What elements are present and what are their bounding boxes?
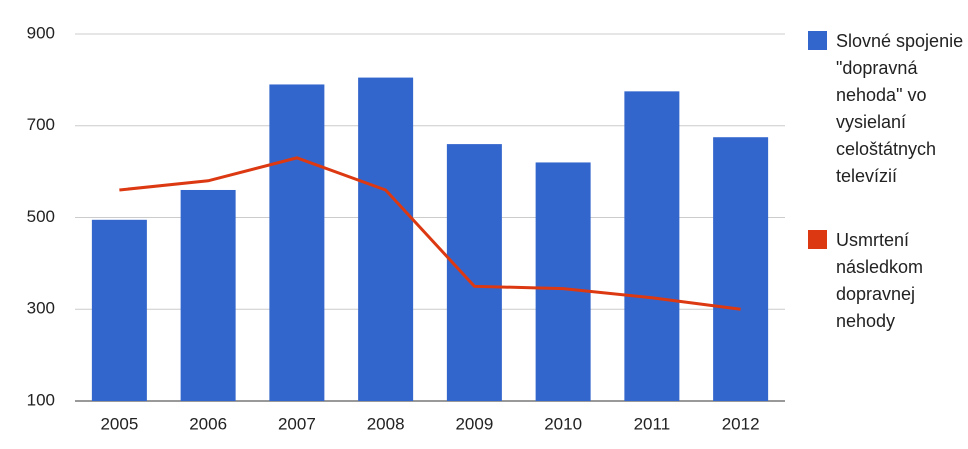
y-tick-label: 300 — [27, 299, 55, 318]
y-tick-label: 700 — [27, 115, 55, 134]
x-tick-label: 2006 — [189, 414, 227, 433]
bar — [269, 84, 325, 402]
bar — [446, 144, 502, 401]
x-tick-label: 2010 — [544, 414, 582, 433]
bar — [91, 219, 147, 401]
x-tick-label: 2008 — [367, 414, 405, 433]
x-tick-label: 2005 — [100, 414, 138, 433]
bar — [624, 91, 680, 401]
line — [119, 156, 741, 311]
y-tick-label: 500 — [27, 207, 55, 226]
y-tick-label: 900 — [27, 23, 55, 42]
x-tick-label: 2012 — [722, 414, 760, 433]
bar — [358, 77, 414, 402]
y-tick-label: 100 — [27, 390, 55, 409]
legend-swatch — [808, 31, 827, 50]
bar — [535, 162, 591, 401]
legend-label: Usmrtení následkom dopravnej nehody — [836, 230, 924, 331]
x-tick-label: 2009 — [455, 414, 493, 433]
bar — [180, 189, 236, 401]
bar — [713, 137, 769, 401]
x-tick-label: 2011 — [634, 414, 671, 433]
x-tick-label: 2007 — [278, 414, 316, 433]
legend-label: Slovné spojenie "dopravná nehoda" vo vys… — [836, 31, 964, 186]
legend-swatch — [808, 230, 827, 249]
